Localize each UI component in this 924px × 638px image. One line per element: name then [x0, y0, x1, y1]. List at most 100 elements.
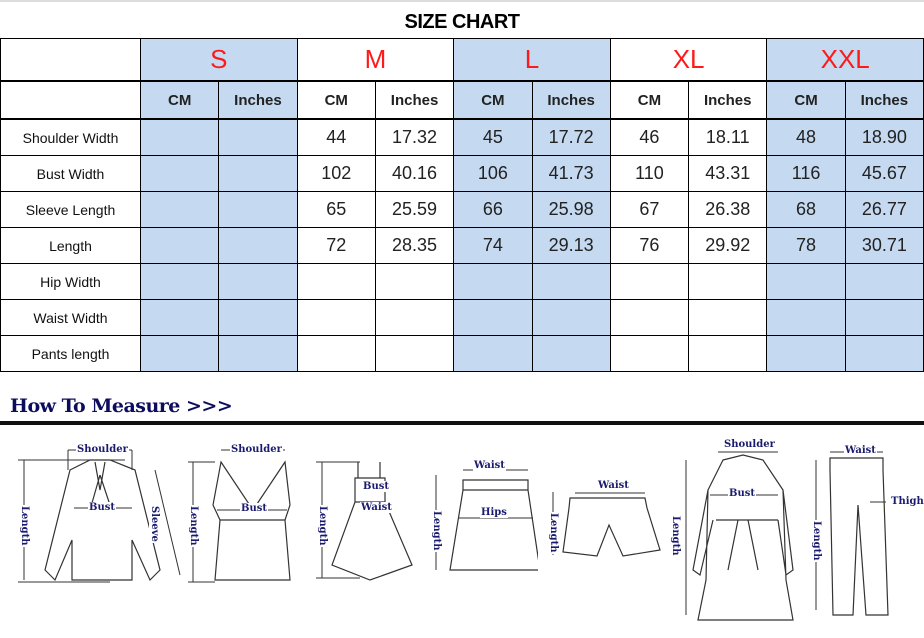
value-cell: 29.13: [531, 227, 611, 264]
value-cell: [688, 299, 768, 336]
value-cell: [609, 299, 690, 336]
size-header-m: M: [296, 38, 455, 82]
size-chart-table: S M L XL XXL CM Inches CM Inches CM Inches CM Inches…: [0, 38, 924, 372]
skirt-measure-illustration: Waist Hips Length: [428, 430, 538, 630]
measure-label: Length: [811, 520, 822, 562]
measure-label: Bust: [728, 488, 756, 499]
value-cell: [844, 263, 924, 300]
value-cell: 67: [609, 191, 690, 228]
unit-inches: Inches: [374, 80, 455, 120]
value-cell: 18.90: [844, 118, 924, 156]
corner-cell: [0, 80, 141, 120]
table-row: Hip Width: [0, 263, 924, 300]
value-cell: 28.35: [374, 227, 455, 264]
row-label: Hip Width: [0, 263, 141, 300]
value-cell: [609, 335, 690, 372]
value-cell: [139, 335, 220, 372]
measure-label: Waist: [844, 445, 877, 456]
row-label: Sleeve Length: [0, 191, 141, 228]
value-cell: [374, 299, 455, 336]
pants-measure-illustration: Waist Thigh Length: [808, 430, 924, 630]
table-row: Bust Width 102 40.16 106 41.73 110 43.31 116 45.…: [0, 155, 924, 192]
value-cell: 45: [453, 118, 533, 156]
value-cell: 66: [453, 191, 533, 228]
value-cell: 68: [766, 191, 846, 228]
unit-inches: Inches: [688, 80, 768, 120]
value-cell: [766, 263, 846, 300]
value-cell: [139, 227, 220, 264]
blouse-measure-illustration: Shoulder Bust Sleeve Length: [10, 430, 185, 630]
value-cell: [374, 335, 455, 372]
value-cell: [296, 335, 376, 372]
value-cell: [688, 263, 768, 300]
value-cell: [218, 118, 298, 156]
corner-cell: [0, 38, 141, 82]
unit-inches: Inches: [844, 80, 924, 120]
value-cell: 26.38: [688, 191, 768, 228]
unit-cm: CM: [139, 80, 220, 120]
measure-label: Bust: [88, 502, 116, 513]
value-cell: [766, 299, 846, 336]
value-cell: 25.59: [374, 191, 455, 228]
value-cell: 110: [609, 155, 690, 192]
value-cell: [531, 335, 611, 372]
unit-cm: CM: [609, 80, 690, 120]
value-cell: 41.73: [531, 155, 611, 192]
value-cell: 30.71: [844, 227, 924, 264]
value-cell: [766, 335, 846, 372]
dress-drawing: [316, 461, 413, 581]
value-cell: 17.72: [531, 118, 611, 156]
divider: [0, 421, 924, 425]
value-cell: 102: [296, 155, 376, 192]
tank-top-drawing: [188, 449, 291, 583]
value-cell: 26.77: [844, 191, 924, 228]
size-header-s: S: [140, 38, 298, 82]
value-cell: 65: [296, 191, 376, 228]
value-cell: [531, 263, 611, 300]
unit-header-row: CM Inches CM Inches CM Inches CM Inches CM Inches: [0, 80, 924, 120]
value-cell: 78: [766, 227, 846, 264]
measure-label: Length: [19, 505, 30, 547]
measure-label: Length: [317, 505, 328, 547]
measure-label: Length: [548, 512, 559, 554]
value-cell: [844, 335, 924, 372]
value-cell: [139, 191, 220, 228]
value-cell: [218, 263, 298, 300]
value-cell: [218, 227, 298, 264]
shorts-measure-illustration: Waist Length: [545, 430, 670, 630]
value-cell: 29.92: [688, 227, 768, 264]
measure-label: Hips: [480, 507, 508, 518]
value-cell: [688, 335, 768, 372]
value-cell: [531, 299, 611, 336]
value-cell: [844, 299, 924, 336]
size-header-xxl: XXL: [766, 38, 924, 82]
unit-inches: Inches: [531, 80, 611, 120]
value-cell: 74: [453, 227, 533, 264]
row-label: Pants length: [0, 335, 141, 372]
size-header-xl: XL: [609, 38, 768, 82]
measure-label: Shoulder: [76, 444, 129, 455]
value-cell: 106: [453, 155, 533, 192]
value-cell: [609, 263, 690, 300]
value-cell: [139, 118, 220, 156]
table-row: Pants length: [0, 335, 924, 372]
row-label: Shoulder Width: [0, 118, 141, 156]
value-cell: 72: [296, 227, 376, 264]
measure-label: Shoulder: [723, 439, 776, 450]
size-header-l: L: [453, 38, 611, 82]
measure-label: Waist: [597, 480, 630, 491]
table-row: Shoulder Width 44 17.32 45 17.72 46 18.11 48 18.…: [0, 118, 924, 156]
pants-drawing: [815, 451, 889, 616]
value-cell: [374, 263, 455, 300]
measure-label: Length: [670, 515, 681, 557]
size-header-row: S M L XL XXL: [0, 38, 924, 82]
measure-label: Length: [188, 505, 199, 547]
value-cell: 44: [296, 118, 376, 156]
measure-label: Thigh: [890, 496, 924, 507]
measure-label: Waist: [473, 460, 506, 471]
value-cell: 48: [766, 118, 846, 156]
value-cell: 116: [766, 155, 846, 192]
value-cell: [218, 299, 298, 336]
table-row: Length 72 28.35 74 29.13 76 29.92 78 30.71: [0, 227, 924, 264]
measure-label: Length: [431, 510, 442, 552]
